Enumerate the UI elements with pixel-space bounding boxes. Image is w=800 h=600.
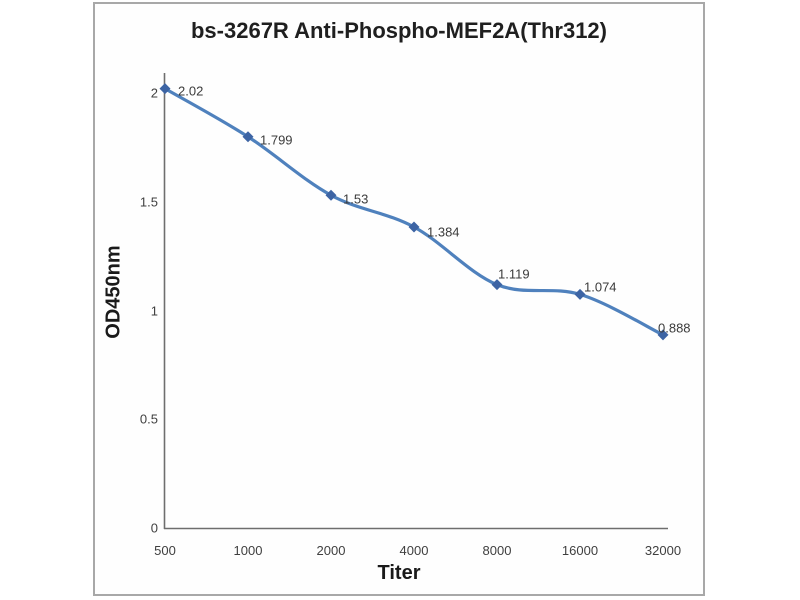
data-point-marker	[657, 329, 669, 341]
data-point-label: 2.02	[178, 83, 204, 99]
data-point-marker	[491, 279, 503, 291]
data-point-label: 1.799	[260, 132, 293, 148]
data-point-marker	[159, 83, 171, 95]
x-tick-label: 4000	[399, 543, 429, 558]
y-tick-label: 0.5	[139, 411, 158, 427]
series-line	[163, 87, 665, 337]
y-tick-label: 1	[150, 303, 158, 318]
data-point-label: 1.53	[343, 191, 369, 207]
x-tick-label: 32000	[644, 543, 682, 558]
data-point-label: 1.119	[498, 266, 530, 282]
x-tick-label: 1000	[233, 543, 263, 558]
data-point-label: 1.074	[584, 279, 617, 295]
x-tick-label: 2000	[316, 543, 346, 558]
y-tick-label: 2	[150, 85, 158, 101]
data-point-marker	[408, 221, 420, 233]
x-axis-title: Titer	[377, 562, 421, 584]
x-tick-label: 16000	[561, 543, 599, 558]
y-tick-label: 1.5	[139, 194, 158, 210]
data-point-marker	[574, 288, 586, 300]
data-point-marker	[242, 131, 254, 143]
data-point-label: 0.888	[658, 320, 691, 336]
chart-frame	[93, 2, 705, 596]
x-tick-label: 8000	[482, 543, 512, 558]
data-point-marker	[325, 189, 337, 201]
data-point-label: 1.384	[427, 224, 460, 240]
x-tick-label: 500	[154, 543, 176, 558]
y-tick-label: 0	[150, 520, 158, 536]
chart-title: bs-3267R Anti-Phospho-MEF2A(Thr312)	[190, 18, 607, 43]
